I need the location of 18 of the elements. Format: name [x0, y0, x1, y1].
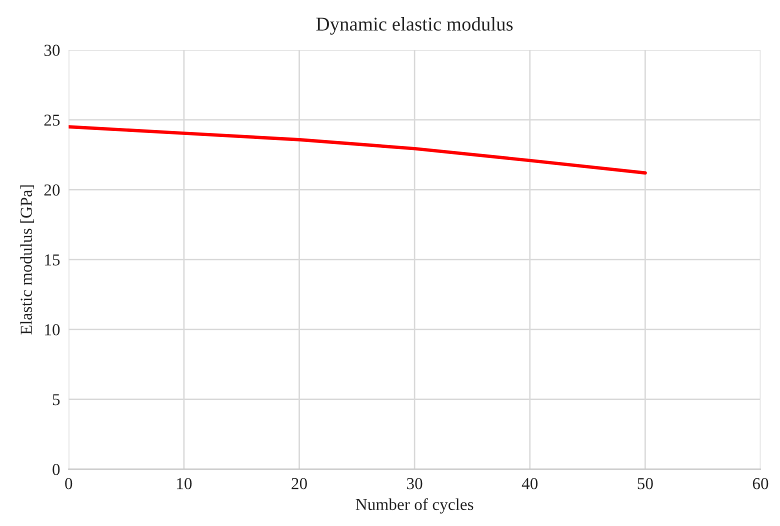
x-tick-label: 30 [407, 478, 422, 490]
x-tick-label: 20 [292, 478, 307, 490]
chart-title: Dynamic elastic modulus [316, 17, 513, 35]
y-tick-label: 25 [44, 114, 60, 126]
y-tick-label: 20 [44, 184, 60, 196]
y-tick-label: 15 [45, 254, 60, 266]
line-series [68, 125, 647, 175]
x-tick-label: 60 [752, 478, 768, 490]
x-axis-title: Number of cycles [356, 498, 474, 514]
y-tick-label: 30 [44, 44, 60, 56]
y-tick-label: 10 [45, 324, 60, 336]
x-tick-label: 40 [522, 478, 538, 490]
y-tick-label: 0 [52, 464, 60, 476]
y-tick-label: 5 [52, 394, 60, 406]
x-tick-label: 50 [638, 478, 653, 490]
y-axis-title: Elastic modulus [GPa] [20, 185, 34, 335]
x-tick-label: 0 [65, 478, 72, 490]
x-tick-label: 10 [177, 478, 192, 490]
